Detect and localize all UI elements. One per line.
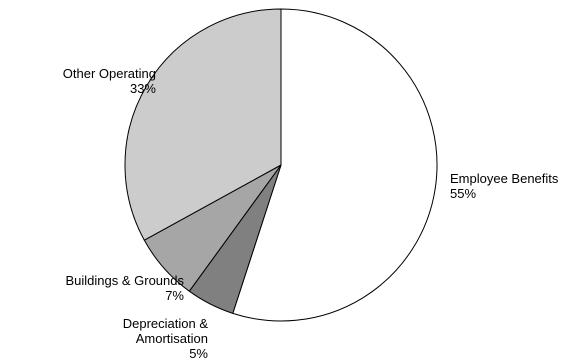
- label-employee-benefits: Employee Benefits 55%: [450, 171, 584, 201]
- slice-label: Other Operating: [62, 66, 156, 81]
- slice-value: 33%: [129, 81, 156, 96]
- slice-label: Employee Benefits: [450, 171, 559, 186]
- label-depreciation-amortisation: Depreciation & Amortisation 5%: [60, 316, 208, 361]
- slice-other-operating: [124, 8, 282, 241]
- slice-value: 55%: [450, 186, 477, 201]
- slice-value: 7%: [165, 288, 184, 303]
- slice-value: 5%: [189, 346, 208, 361]
- slice-label: Depreciation & Amortisation: [122, 316, 208, 346]
- label-buildings-grounds: Buildings & Grounds 7%: [0, 273, 184, 303]
- slice-label: Buildings & Grounds: [65, 273, 184, 288]
- label-other-operating: Other Operating 33%: [0, 66, 156, 96]
- slice-employee-benefits: [232, 8, 438, 322]
